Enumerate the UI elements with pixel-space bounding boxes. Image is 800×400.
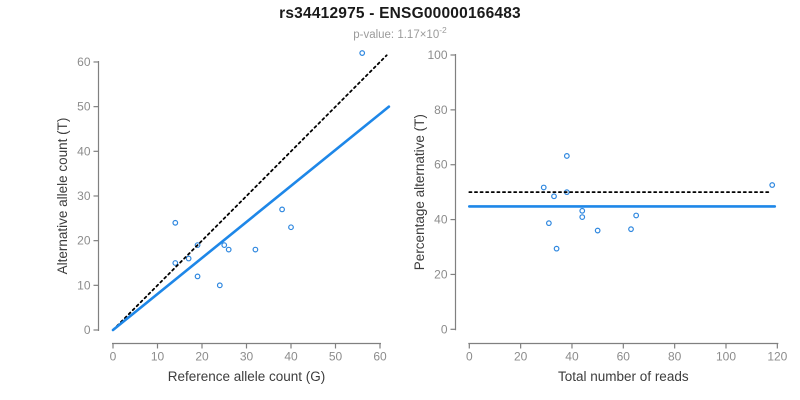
data-point — [563, 153, 570, 159]
y-tick-label: 60 — [434, 158, 448, 172]
x-axis-title: Reference allele count (G) — [168, 369, 326, 384]
x-tick-label: 120 — [767, 350, 787, 364]
ref-vs-alt-scatter: 0 10 20 30 40 50 60 0 10 20 30 40 50 60 Reference alle… — [55, 50, 391, 384]
data-point — [221, 242, 228, 249]
y-tick-label: 0 — [84, 323, 91, 337]
x-tick-label: 80 — [668, 350, 682, 364]
data-point — [172, 219, 179, 226]
identity-line — [112, 54, 388, 331]
data-point — [359, 50, 366, 56]
y-tick-label: 20 — [77, 234, 91, 248]
data-point — [633, 212, 640, 219]
x-tick-label: 30 — [240, 350, 254, 364]
fitted-line — [111, 105, 391, 332]
x-tick-label: 50 — [329, 350, 343, 364]
x-axis-title: Total number of reads — [558, 369, 689, 384]
y-tick-label: 20 — [434, 267, 448, 281]
x-tick-label: 100 — [716, 350, 736, 364]
x-tick-label: 0 — [466, 350, 473, 364]
page-title: rs34412975 - ENSG00000166483 — [279, 5, 521, 22]
y-tick-label: 40 — [434, 213, 448, 227]
y-axis-title: Alternative allele count (T) — [55, 118, 70, 275]
data-point — [194, 273, 201, 280]
y-tick-label: 40 — [77, 144, 91, 158]
data-point — [579, 214, 586, 221]
y-tick-label: 80 — [434, 103, 448, 117]
data-point — [194, 242, 201, 249]
y-tick-label: 30 — [77, 189, 91, 203]
y-tick-label: 100 — [427, 48, 447, 62]
data-point — [540, 184, 547, 191]
data-point — [769, 182, 776, 188]
y-tick-label: 60 — [77, 55, 91, 69]
data-point — [252, 246, 259, 253]
data-point — [579, 207, 586, 214]
reads-vs-percentage-scatter: 0 20 40 60 80 100 0 20 40 60 80 100 120 Total number … — [412, 48, 788, 384]
data-point — [553, 245, 560, 252]
p-value-subtitle: p-value: 1.17×10-2 — [0, 25, 800, 41]
p-value-text: p-value: 1.17×10 — [353, 28, 440, 41]
x-tick-label: 20 — [514, 350, 528, 364]
p-value-exponent: -2 — [439, 25, 447, 35]
x-tick-label: 40 — [565, 350, 579, 364]
x-tick-label: 20 — [195, 350, 209, 364]
data-point — [279, 206, 286, 213]
y-tick-label: 50 — [77, 100, 91, 114]
data-point — [288, 224, 294, 231]
y-axis-title: Percentage alternative (T) — [412, 114, 427, 270]
data-point — [594, 227, 601, 234]
y-tick-label: 10 — [77, 278, 91, 292]
data-point — [545, 220, 552, 227]
x-tick-label: 40 — [284, 350, 298, 364]
x-tick-label: 10 — [151, 350, 165, 364]
data-point — [551, 193, 557, 200]
data-point — [172, 260, 179, 266]
data-point — [216, 282, 223, 289]
data-point — [225, 246, 232, 253]
data-point — [185, 255, 192, 262]
x-tick-label: 60 — [617, 350, 631, 364]
x-tick-label: 60 — [373, 350, 387, 364]
x-tick-label: 0 — [110, 350, 117, 364]
data-point — [628, 226, 634, 233]
y-tick-label: 0 — [441, 322, 448, 336]
